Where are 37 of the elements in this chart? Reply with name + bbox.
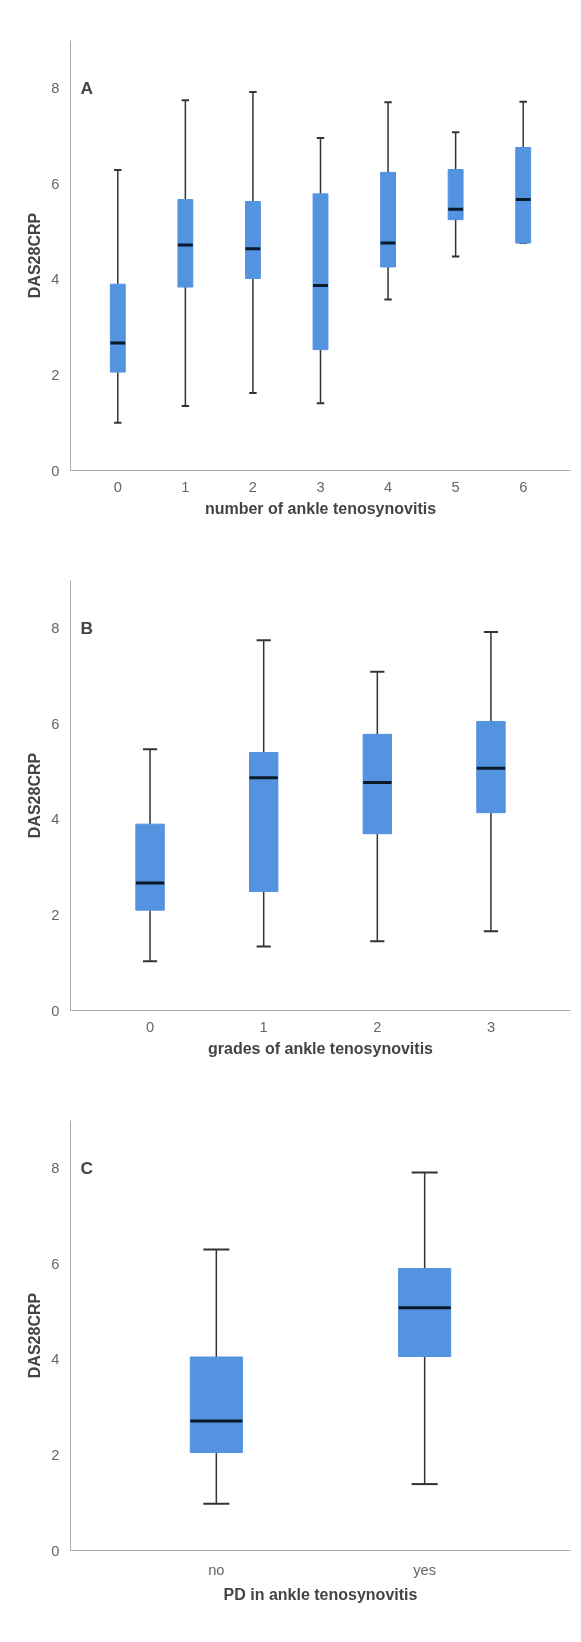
x-tick-label: 0 [145,1018,155,1035]
x-tick-label: yes [413,1561,437,1578]
x-tick-label: 4 [383,478,393,495]
x-tick-label: 2 [248,478,258,495]
y-tick-label: 8 [51,620,60,637]
annotation: A [80,78,94,99]
y-axis-title: DAS28CRP [26,1292,44,1379]
y-axis-title: DAS28CRP [26,752,44,839]
y-tick-label: 4 [51,271,60,288]
y-tick-label: 2 [51,1446,60,1463]
x-tick-label: 3 [486,1018,496,1035]
y-tick-label: 6 [51,1255,60,1272]
y-tick-label: 2 [51,366,60,383]
x-axis-title: PD in ankle tenosynovitis [223,1585,418,1603]
y-tick-label: 0 [51,462,60,479]
y-axis-title: DAS28CRP [26,212,44,299]
y-tick-label: 2 [51,906,60,923]
y-tick-label: 8 [51,80,60,97]
y-tick-label: 8 [51,1160,60,1177]
x-tick-label: no [208,1561,225,1578]
x-tick-label: 5 [451,478,460,495]
y-tick-label: 4 [51,1351,60,1368]
annotation: B [80,618,94,639]
x-axis-title: grades of ankle tenosynovitis [208,1039,434,1057]
x-tick-label: 2 [373,1018,382,1035]
x-tick-label: 1 [259,1018,268,1035]
y-tick-label: 6 [51,175,60,192]
y-tick-label: 4 [51,811,60,828]
x-tick-label: 0 [113,478,122,495]
y-tick-label: 6 [51,715,60,732]
x-tick-label: 6 [519,478,528,495]
x-tick-label: 1 [181,478,190,495]
x-axis-title: number of ankle tenosynovitis [204,499,437,517]
y-tick-label: 0 [51,1542,60,1559]
y-tick-label: 0 [51,1002,60,1019]
annotation: C [80,1158,94,1179]
x-tick-label: 3 [316,478,325,495]
